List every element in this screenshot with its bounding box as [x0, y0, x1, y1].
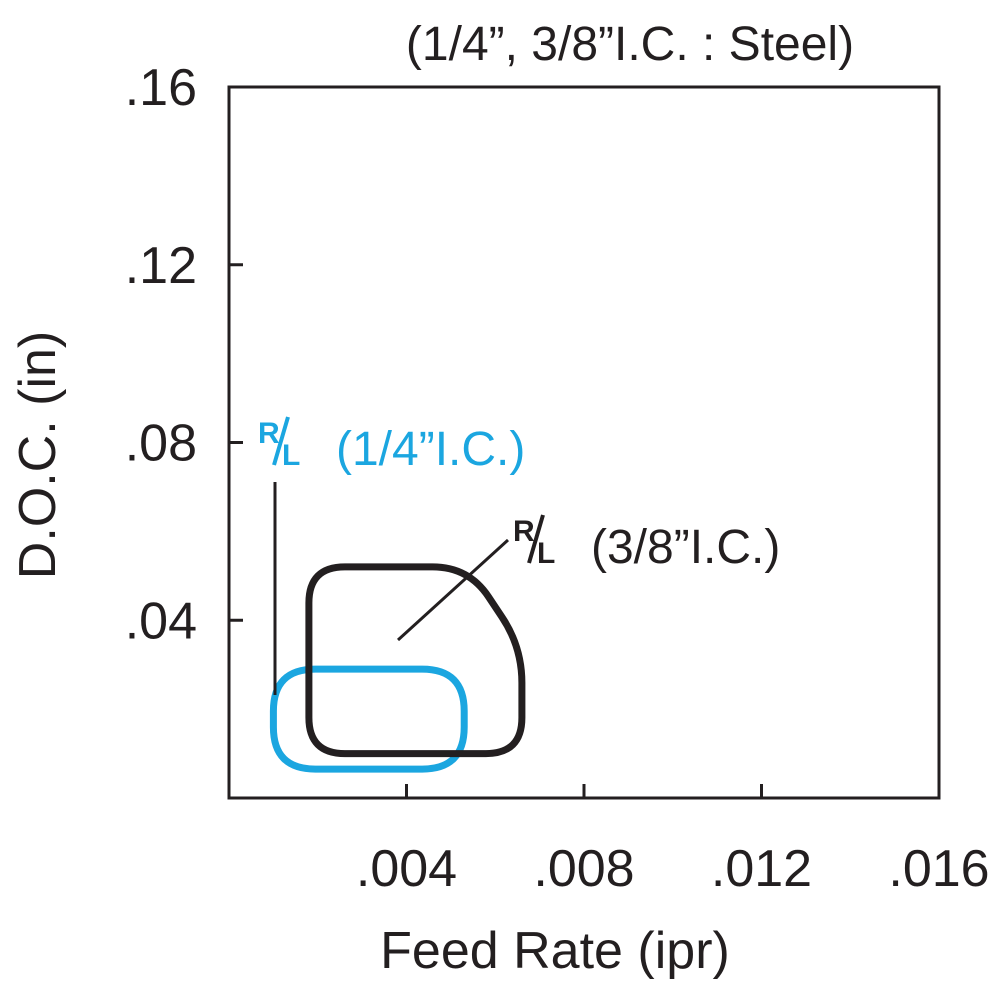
x-axis-ticks: .004 .008 .012 .016 [356, 784, 990, 898]
leader-line [396, 538, 510, 642]
y-tick-label: .08 [125, 415, 197, 473]
series-label-text: (3/8”I.C.) [591, 521, 780, 574]
chart-title: (1/4”, 3/8”I.C. : Steel) [406, 18, 854, 71]
series-label-1: RL (3/8”I.C.) [396, 514, 780, 642]
regions [269, 563, 526, 773]
y-tick-label: .12 [125, 237, 197, 295]
x-tick-label: .004 [356, 840, 457, 898]
region-0 [269, 665, 468, 773]
x-tick-label: .008 [533, 840, 634, 898]
series-label-main: R [258, 417, 280, 450]
series-label-sub: L [282, 439, 300, 472]
series-label-sub: L [537, 537, 555, 570]
y-tick-label: .16 [125, 59, 197, 117]
series-label-0: RL (1/4”I.C.) [258, 416, 525, 695]
y-axis-ticks: .04 .08 .12 .16 [125, 59, 243, 650]
y-axis-title: D.O.C. (in) [9, 331, 67, 579]
series-label-slash [527, 514, 545, 564]
series-label-main: R [513, 515, 535, 548]
region-1 [305, 563, 526, 758]
x-axis-title: Feed Rate (ipr) [380, 922, 730, 980]
x-tick-label: .012 [711, 840, 812, 898]
series-label-text: (1/4”I.C.) [336, 423, 525, 476]
y-tick-label: .04 [125, 592, 197, 650]
x-tick-label: .016 [888, 840, 989, 898]
series-label-slash [272, 416, 290, 466]
annotations: RL (1/4”I.C.)RL (3/8”I.C.) [258, 416, 780, 695]
